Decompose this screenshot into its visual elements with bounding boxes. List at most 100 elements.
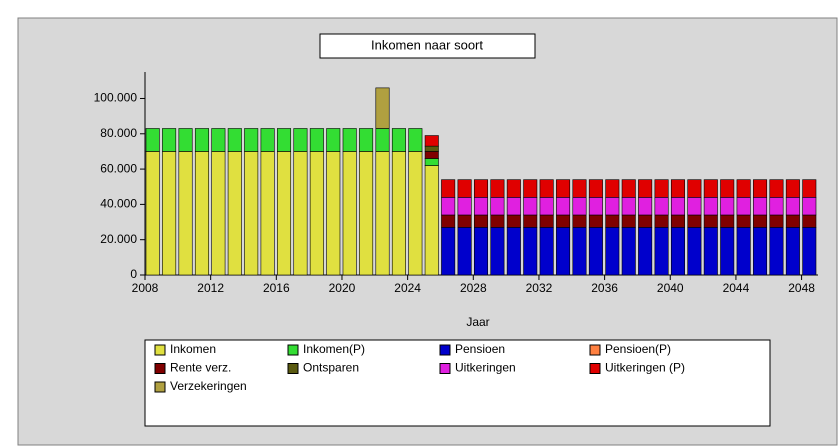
bar-segment	[211, 151, 226, 276]
x-tick-label: 2040	[657, 281, 684, 295]
bar-segment	[621, 214, 636, 228]
bar-segment	[424, 151, 439, 159]
bar-segment	[753, 179, 768, 198]
bar-segment	[145, 151, 160, 276]
legend-label: Pensioen	[455, 342, 505, 356]
bar-segment	[638, 197, 653, 216]
bar-segment	[687, 227, 702, 276]
bar-segment	[359, 151, 374, 276]
bar-segment	[473, 227, 489, 276]
legend-swatch	[589, 344, 601, 356]
bar-segment	[556, 227, 571, 276]
bar-segment	[687, 179, 702, 198]
bar-segment	[572, 214, 587, 228]
bar-segment	[638, 227, 653, 276]
bar-segment	[244, 128, 259, 152]
y-tick-label: 20.000	[100, 232, 137, 246]
bar-segment	[736, 179, 751, 198]
bar-segment	[638, 179, 653, 198]
bar-segment	[178, 128, 193, 152]
bar-segment	[293, 128, 308, 152]
bar-segment	[359, 128, 374, 152]
bar-segment	[441, 227, 456, 276]
legend-swatch	[439, 344, 451, 356]
bar-segment	[490, 197, 505, 216]
x-tick-label: 2044	[723, 281, 750, 295]
bar-segment	[260, 128, 275, 152]
bar-segment	[293, 151, 308, 276]
bar-segment	[605, 197, 620, 216]
bar-segment	[588, 197, 603, 216]
y-tick-label: 60.000	[100, 161, 137, 175]
bar-segment	[277, 151, 292, 276]
title-box	[319, 33, 536, 59]
bar-segment	[802, 214, 817, 228]
bar-segment	[802, 227, 817, 276]
y-tick-label: 40.000	[100, 197, 137, 211]
bar-segment	[441, 214, 456, 228]
bar-segment	[162, 128, 177, 152]
bar-segment	[556, 197, 571, 216]
bar-segment	[670, 214, 685, 228]
bar-segment	[162, 151, 177, 276]
bar-segment	[621, 227, 636, 276]
legend-label: Uitkeringen (P)	[605, 361, 685, 375]
bar-segment	[588, 179, 603, 198]
bar-segment	[605, 179, 620, 198]
legend-label: Pensioen(P)	[605, 342, 671, 356]
bar-segment	[556, 179, 571, 198]
bar-segment	[457, 214, 472, 228]
x-tick-label: 2012	[197, 281, 224, 295]
legend-swatch	[589, 363, 601, 374]
bar-segment	[194, 128, 209, 152]
bar-segment	[523, 179, 538, 198]
bar-segment	[375, 128, 390, 152]
bar-segment	[490, 179, 505, 198]
bar-segment	[703, 214, 718, 228]
bar-segment	[244, 151, 259, 276]
bar-segment	[769, 197, 784, 216]
x-tick-label: 2048	[788, 281, 815, 295]
legend-box	[144, 339, 771, 427]
bar-segment	[670, 179, 685, 198]
legend-label: Inkomen	[170, 342, 216, 356]
bar-segment	[391, 128, 406, 152]
x-tick-label: 2020	[329, 281, 356, 295]
bar-segment	[227, 151, 242, 276]
bar-segment	[408, 151, 423, 276]
bar-segment	[277, 128, 292, 152]
bar-segment	[457, 227, 472, 276]
bar-segment	[769, 227, 784, 276]
bar-segment	[473, 214, 489, 228]
bar-segment	[342, 151, 357, 276]
chart-title: Inkomen naar soort	[371, 37, 483, 52]
bar-segment	[506, 227, 521, 276]
bar-segment	[391, 151, 406, 276]
bar-segment	[227, 128, 242, 152]
bar-segment	[621, 197, 636, 216]
bar-segment	[375, 151, 390, 276]
bar-segment	[720, 214, 735, 228]
bar-segment	[375, 87, 390, 129]
x-tick-label: 2028	[460, 281, 487, 295]
legend-swatch	[154, 363, 166, 374]
bar-segment	[736, 197, 751, 216]
bar-segment	[588, 227, 603, 276]
bar-segment	[523, 227, 538, 276]
legend-label: Uitkeringen	[455, 361, 516, 375]
bar-segment	[753, 197, 768, 216]
y-tick-label: 80.000	[100, 126, 137, 140]
bar-segment	[785, 227, 800, 276]
x-tick-label: 2016	[263, 281, 290, 295]
bar-segment	[638, 214, 653, 228]
bar-segment	[736, 227, 751, 276]
bar-segment	[539, 227, 554, 276]
bar-segment	[490, 227, 505, 276]
bar-segment	[441, 179, 456, 198]
bar-segment	[605, 227, 620, 276]
bar-segment	[572, 227, 587, 276]
bar-segment	[703, 197, 718, 216]
bar-segment	[687, 197, 702, 216]
legend-label: Rente verz.	[170, 361, 231, 375]
